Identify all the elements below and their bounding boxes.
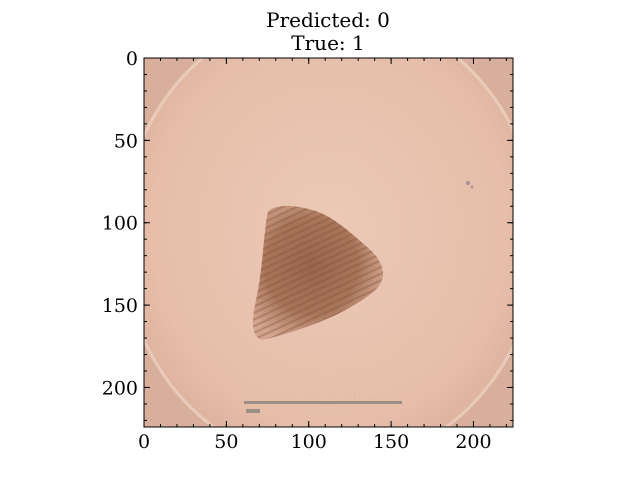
- axes-frame: [143, 57, 514, 428]
- dermoscopy-image: [144, 58, 513, 427]
- axis-ticks: 0 50 100 150 200 0 50 100 150 200: [102, 48, 513, 453]
- x-tick-label: 150: [373, 431, 409, 453]
- y-tick-label: 100: [102, 213, 138, 235]
- y-tick-label: 200: [102, 377, 138, 399]
- x-tick-label: 100: [291, 431, 327, 453]
- title-true: True: 1: [291, 31, 364, 55]
- title-predicted: Predicted: 0: [266, 8, 390, 32]
- scale-ruler: [244, 396, 402, 413]
- y-tick-label: 50: [114, 130, 138, 152]
- lesion: [252, 206, 384, 340]
- y-tick-label: 0: [126, 48, 138, 70]
- x-tick-label: 0: [138, 431, 150, 453]
- x-tick-label: 200: [455, 431, 491, 453]
- x-tick-label: 50: [214, 431, 238, 453]
- y-tick-label: 150: [102, 295, 138, 317]
